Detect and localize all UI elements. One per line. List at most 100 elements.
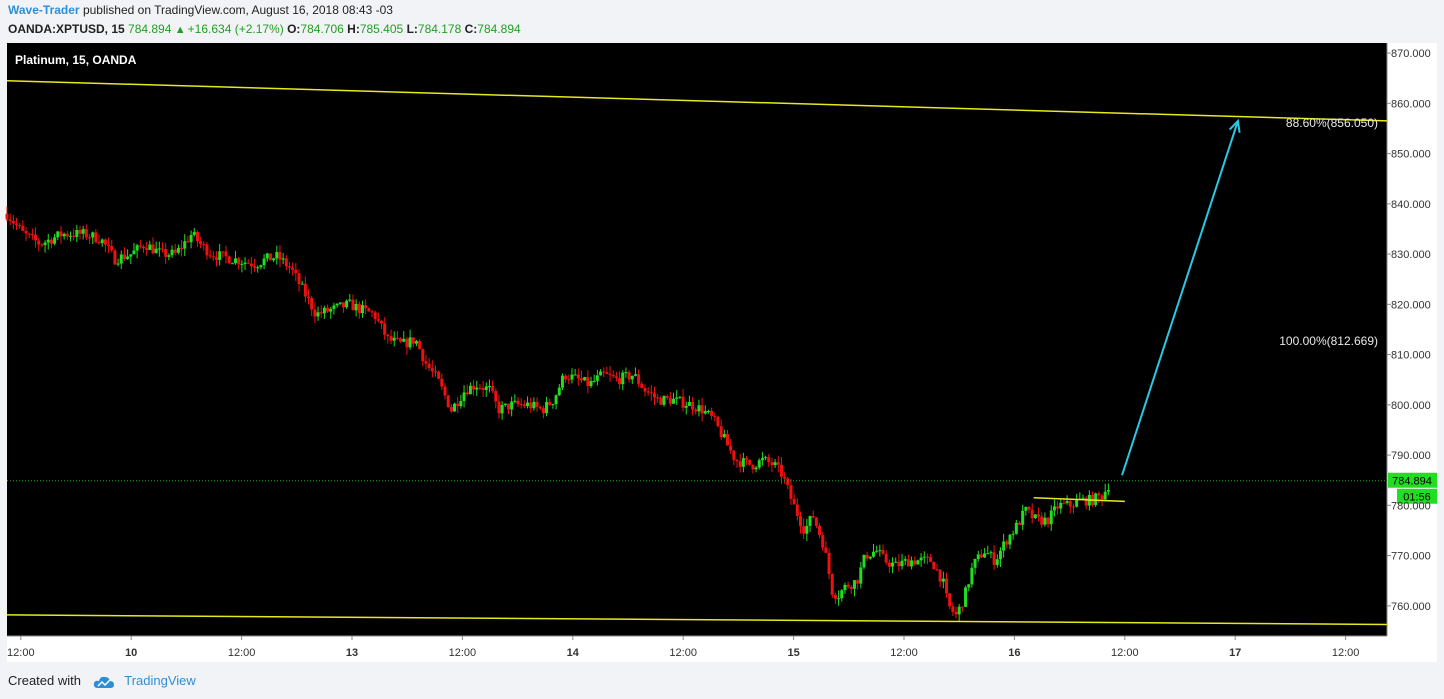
candle-body — [81, 229, 85, 234]
candle-body — [27, 233, 31, 235]
y-tick-label: 820.000 — [1391, 299, 1431, 311]
candle-body — [929, 556, 933, 563]
candle-body — [535, 401, 539, 407]
candle-body — [852, 580, 856, 589]
candle-body — [380, 320, 384, 324]
candle-body — [43, 242, 47, 246]
candle-body — [554, 395, 558, 405]
candle-body — [34, 234, 38, 241]
candle-body — [1011, 533, 1015, 535]
candle-body — [827, 552, 831, 575]
candle-body — [500, 404, 504, 414]
candle-body — [751, 464, 755, 470]
x-tick-label: 12:00 — [890, 647, 918, 659]
candle-body — [786, 478, 790, 486]
candle-body — [15, 223, 19, 225]
candle-body — [1097, 493, 1101, 496]
candle-body — [449, 407, 453, 412]
candle-body — [154, 248, 158, 254]
candle-body — [494, 390, 498, 402]
x-tick-label: 12:00 — [1332, 647, 1360, 659]
candle-body — [951, 606, 955, 612]
x-tick-label: 12:00 — [1111, 647, 1139, 659]
candle-body — [691, 401, 695, 410]
price-change: +16.634 (+2.17%) — [187, 22, 284, 36]
candle-body — [437, 371, 441, 379]
price-axis[interactable] — [1387, 43, 1437, 636]
candle-body — [779, 464, 783, 477]
candle-body — [192, 231, 196, 235]
time-axis[interactable] — [7, 636, 1437, 662]
candle-body — [459, 401, 463, 407]
candle-body — [948, 593, 952, 607]
candle-body — [240, 263, 244, 265]
candle-body — [824, 547, 828, 553]
tradingview-brand-link[interactable]: TradingView — [124, 673, 196, 688]
y-tick-label: 760.000 — [1391, 601, 1431, 613]
candle-body — [107, 244, 111, 246]
candle-body — [462, 392, 466, 402]
open-label: O: — [287, 22, 301, 36]
candle-body — [567, 379, 571, 381]
candle-body — [729, 445, 733, 451]
candle-body — [897, 561, 901, 567]
candle-body — [145, 248, 149, 250]
last-price: 784.894 — [128, 22, 172, 36]
candle-body — [789, 485, 793, 499]
y-tick-label: 860.000 — [1391, 98, 1431, 110]
candle-body — [56, 231, 60, 238]
plot-background — [7, 43, 1387, 636]
candle-body — [570, 374, 574, 380]
candle-body — [652, 393, 656, 398]
candle-body — [1071, 506, 1075, 508]
candle-body — [878, 550, 882, 552]
candle-body — [132, 250, 136, 255]
candle-body — [532, 401, 536, 409]
candle-body — [88, 237, 92, 239]
candle-body — [322, 307, 326, 314]
candle-body — [957, 606, 961, 615]
candle-body — [138, 245, 142, 247]
candle-body — [903, 559, 907, 561]
candle-body — [640, 383, 644, 389]
x-ticks-group: 12:00 10 12:00 13 12:00 14 12:00 15 12:00 16 12:00… — [7, 636, 1359, 659]
candle-body — [348, 299, 352, 301]
candle-body — [970, 567, 974, 585]
candle-body — [335, 303, 339, 306]
countdown-tag-label: 01:56 — [1403, 492, 1431, 504]
candle-body — [376, 319, 380, 321]
candle-body — [1062, 502, 1066, 504]
candle-body — [211, 256, 215, 258]
trendline-upper-channel[interactable] — [6, 79, 1388, 122]
candle-body — [446, 395, 450, 408]
candle-body — [1100, 495, 1104, 500]
candle-body — [65, 233, 69, 237]
candle-body — [710, 410, 714, 416]
candle-body — [722, 434, 726, 438]
candle-body — [862, 554, 866, 568]
candle-body — [433, 371, 437, 373]
candles-group — [5, 206, 1110, 622]
candle-body — [180, 247, 184, 249]
candle-body — [919, 557, 923, 561]
candle-body — [243, 262, 247, 264]
candle-body — [595, 375, 599, 381]
candle-body — [78, 229, 82, 234]
candle-body — [367, 308, 371, 312]
candle-body — [868, 556, 872, 559]
candle-body — [497, 401, 501, 414]
candle-body — [633, 374, 637, 376]
projection-arrow-line[interactable] — [1121, 120, 1239, 476]
trendline-breakout-level[interactable] — [1033, 497, 1125, 503]
candle-body — [1094, 493, 1098, 506]
candle-body — [122, 254, 126, 260]
author-link[interactable]: Wave-Trader — [8, 3, 80, 17]
candle-body — [506, 403, 510, 410]
x-tick-label: 12:00 — [669, 647, 697, 659]
candle-body — [805, 525, 809, 534]
candle-body — [935, 569, 939, 571]
trendline-lower-channel[interactable] — [6, 614, 1388, 626]
candle-body — [1018, 522, 1022, 525]
candle-body — [1103, 491, 1107, 500]
